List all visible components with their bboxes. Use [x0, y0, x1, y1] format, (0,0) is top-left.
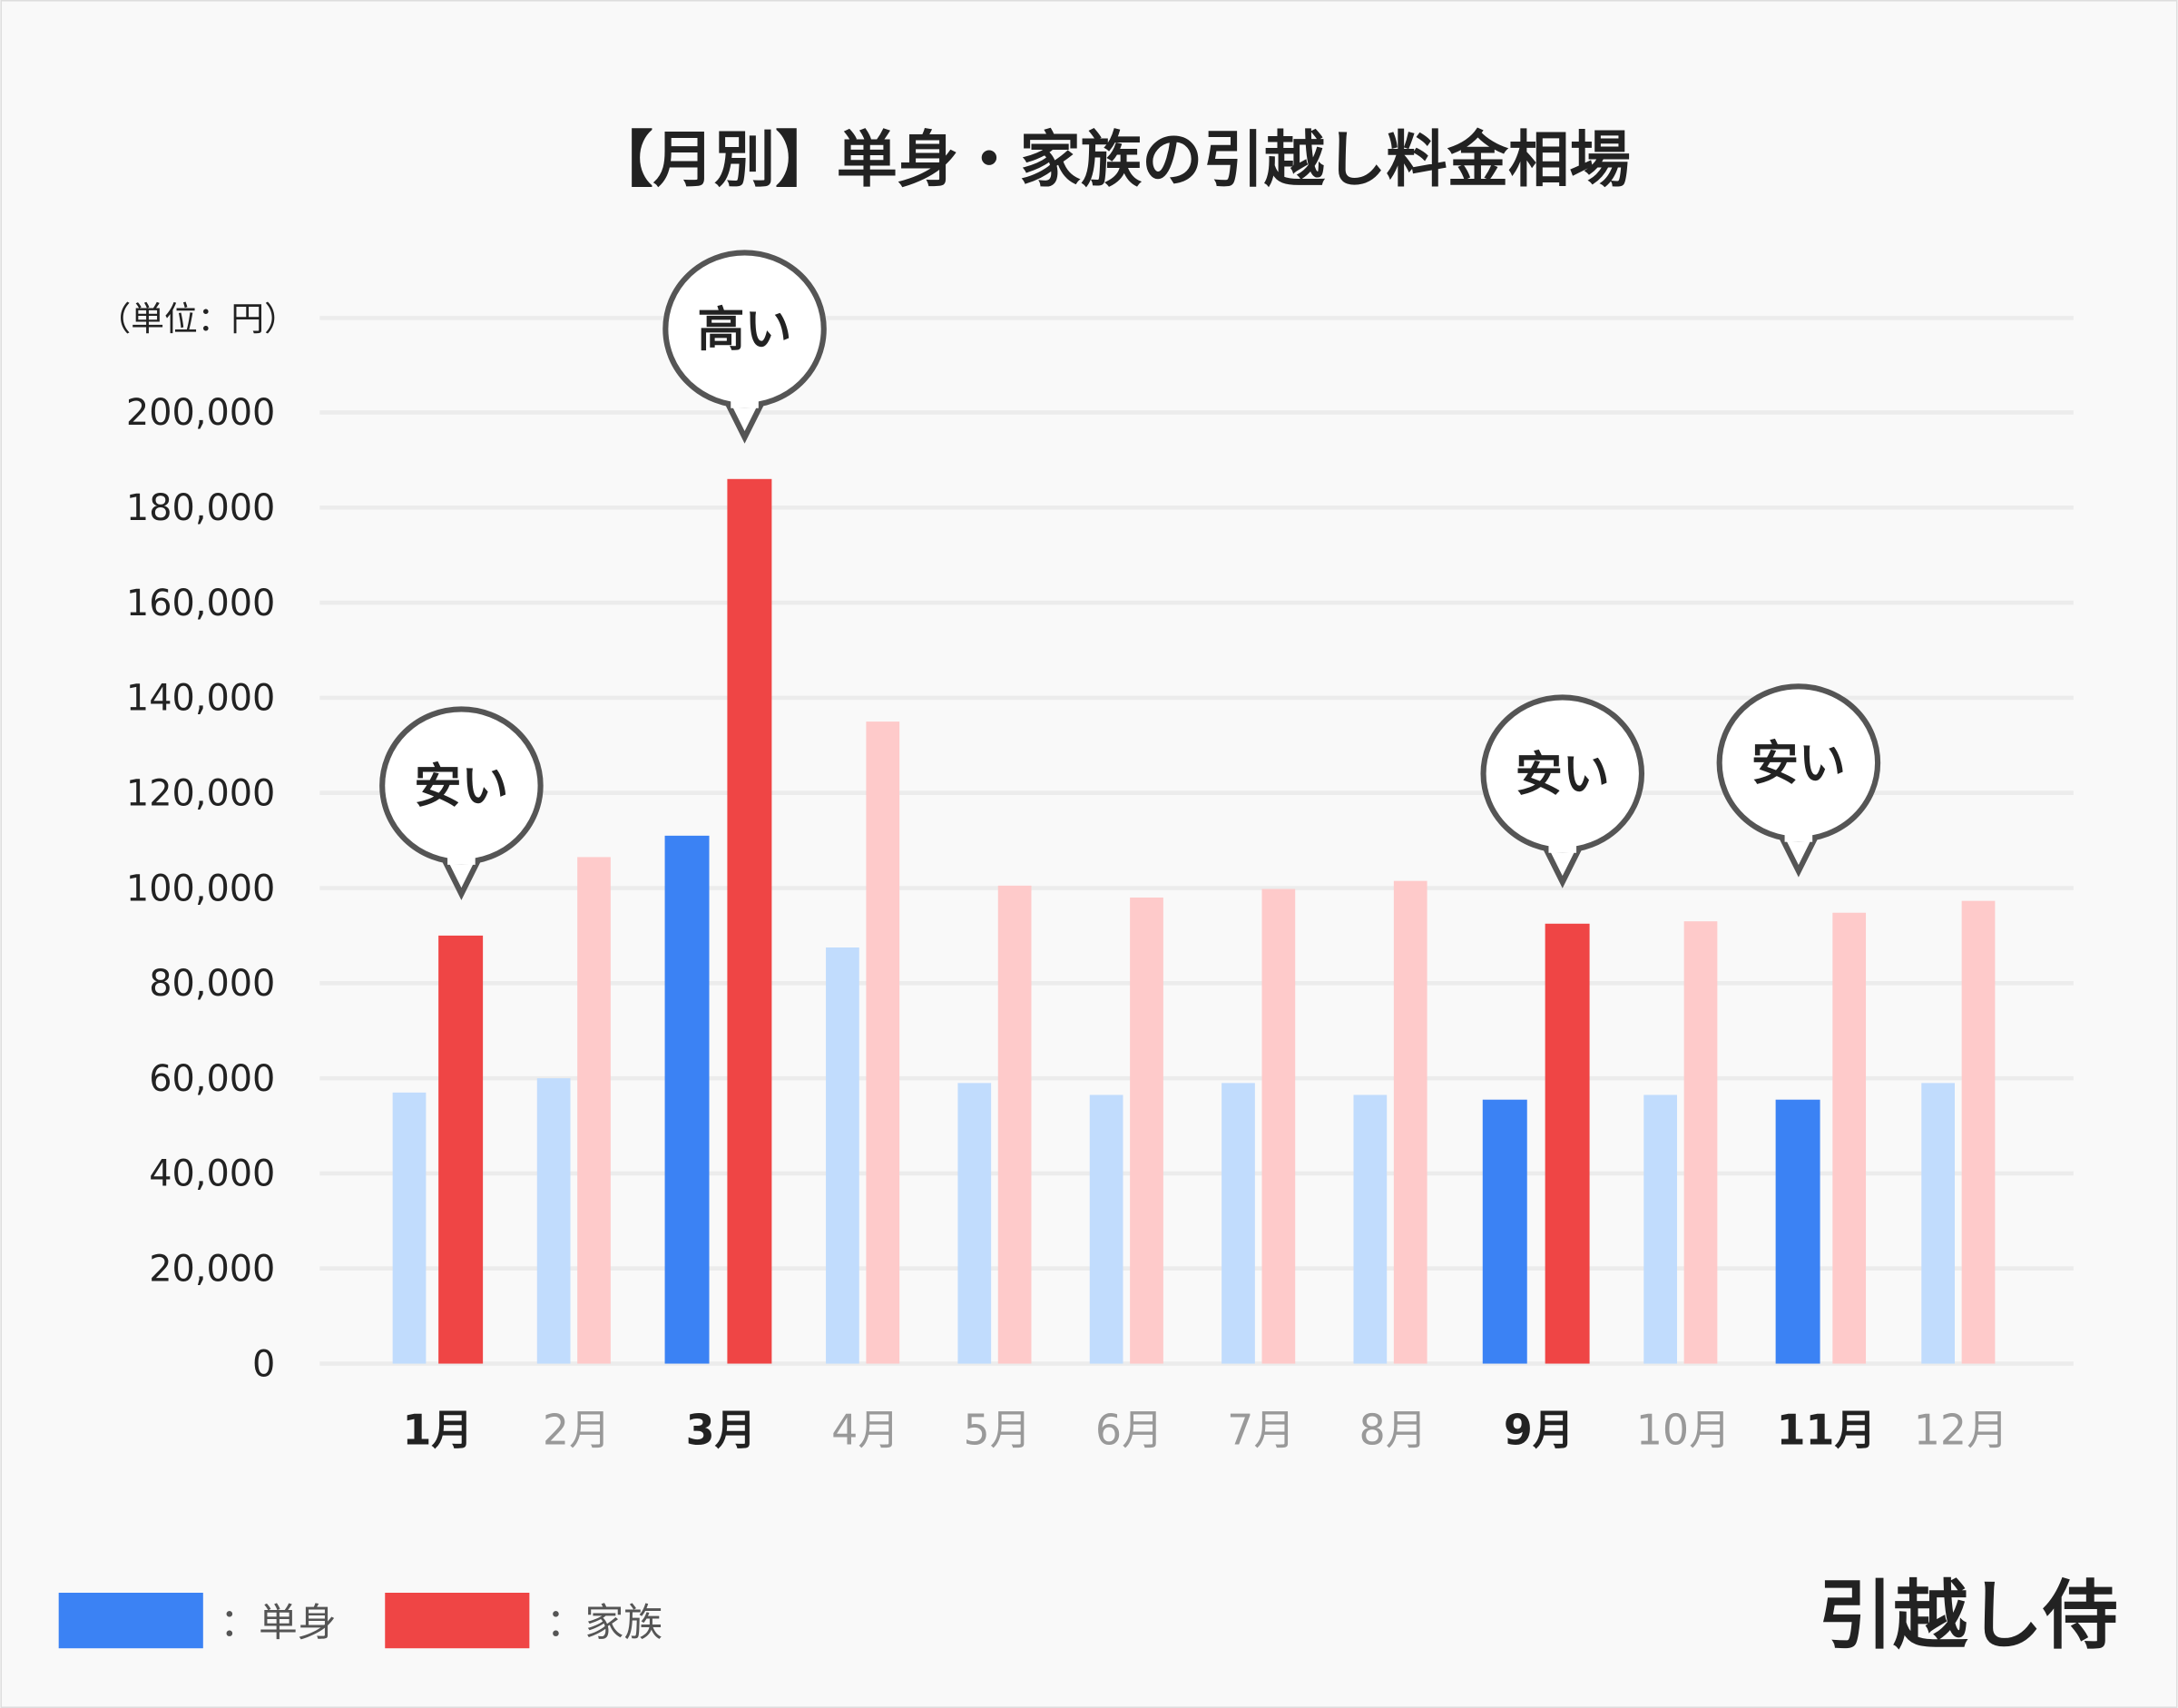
- chart-title: 【月別】単身・家族の引越し料金相場: [592, 124, 1630, 195]
- bar-single-8月: [1353, 1094, 1388, 1364]
- legend: ：単身 ：家族: [58, 1593, 662, 1649]
- callout-joint: [1784, 830, 1813, 842]
- callout-joint: [447, 853, 476, 865]
- x-tick-label: 11月: [1777, 1405, 1877, 1454]
- callout-text: 安い: [1516, 748, 1610, 802]
- x-tick-label: 10月: [1636, 1405, 1731, 1454]
- bar-single-1月: [392, 1092, 427, 1364]
- y-tick-label: 0: [252, 1343, 275, 1385]
- y-tick-label: 80,000: [149, 963, 275, 1005]
- legend-swatch-family: [385, 1593, 530, 1649]
- callout-11月: 安い: [1716, 683, 1881, 878]
- bar-single-2月: [536, 1078, 571, 1364]
- y-tick-label: 140,000: [126, 678, 275, 720]
- legend-label-single: ：単身: [220, 1600, 336, 1645]
- unit-label: （単位：円）: [98, 299, 298, 339]
- callout-joint: [731, 397, 759, 408]
- bar-family-10月: [1683, 921, 1718, 1364]
- x-tick-label: 12月: [1914, 1405, 2008, 1454]
- bar-family-11月: [1832, 912, 1867, 1364]
- bar-family-5月: [997, 885, 1032, 1364]
- x-tick-label: 1月: [402, 1405, 473, 1454]
- callout-text: 高い: [698, 303, 792, 358]
- callout-3月: 高い: [662, 250, 827, 444]
- callout-1月: 安い: [379, 706, 544, 900]
- legend-label-family: ：家族: [546, 1600, 662, 1645]
- y-tick-label: 40,000: [149, 1153, 275, 1195]
- x-tick-label: 6月: [1095, 1405, 1163, 1454]
- y-tick-label: 160,000: [126, 583, 275, 624]
- bar-single-11月: [1775, 1099, 1820, 1364]
- bar-single-3月: [664, 835, 710, 1364]
- legend-swatch-single: [58, 1593, 203, 1649]
- bar-family-12月: [1961, 900, 1996, 1364]
- y-tick-label: 200,000: [126, 392, 275, 434]
- bar-family-9月: [1545, 923, 1590, 1364]
- bar-single-9月: [1482, 1099, 1527, 1364]
- y-tick-label: 20,000: [149, 1249, 275, 1291]
- callout-text: 安い: [414, 760, 508, 814]
- y-tick-label: 100,000: [126, 868, 275, 909]
- bar-single-10月: [1643, 1094, 1677, 1364]
- bar-family-8月: [1393, 880, 1427, 1364]
- x-tick-label: 8月: [1359, 1405, 1427, 1454]
- x-tick-label: 4月: [831, 1405, 899, 1454]
- bar-family-6月: [1130, 897, 1163, 1364]
- callout-joint: [1548, 841, 1577, 853]
- x-tick-label: 2月: [543, 1405, 611, 1454]
- bar-single-5月: [957, 1083, 992, 1364]
- bar-family-3月: [727, 478, 772, 1364]
- y-tick-label: 60,000: [149, 1058, 275, 1100]
- bar-single-12月: [1921, 1083, 1956, 1364]
- callout-text: 安い: [1751, 737, 1846, 791]
- bar-single-4月: [826, 947, 859, 1364]
- bar-family-7月: [1261, 888, 1296, 1364]
- bar-single-7月: [1221, 1083, 1255, 1364]
- bar-single-6月: [1089, 1094, 1123, 1364]
- y-tick-label: 180,000: [126, 487, 275, 529]
- x-tick-label: 3月: [686, 1405, 757, 1454]
- bar-family-1月: [438, 935, 484, 1364]
- x-tick-label: 9月: [1504, 1405, 1575, 1454]
- bar-family-2月: [577, 857, 611, 1364]
- x-tick-label: 7月: [1227, 1405, 1295, 1454]
- bar-family-4月: [866, 721, 900, 1364]
- y-tick-label: 120,000: [126, 772, 275, 814]
- brand-logo: 引越し侍: [1818, 1573, 2117, 1660]
- callout-9月: 安い: [1480, 694, 1645, 888]
- x-tick-label: 5月: [963, 1405, 1031, 1454]
